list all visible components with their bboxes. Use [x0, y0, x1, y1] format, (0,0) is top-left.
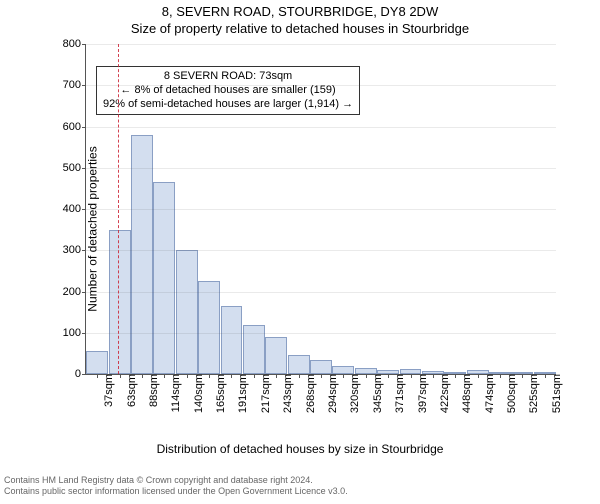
chart-container: Number of detached properties 8 SEVERN R… — [55, 44, 575, 414]
x-tick-mark — [411, 374, 412, 378]
gridline — [86, 333, 556, 334]
x-tick-label: 397sqm — [415, 374, 429, 413]
x-tick-mark — [231, 374, 232, 378]
gridline — [86, 250, 556, 251]
y-tick-label: 700 — [63, 79, 86, 91]
y-tick-label: 800 — [63, 38, 86, 50]
x-tick-mark — [299, 374, 300, 378]
x-tick-label: 500sqm — [504, 374, 518, 413]
x-tick-label: 268sqm — [303, 374, 317, 413]
page-title-line1: 8, SEVERN ROAD, STOURBRIDGE, DY8 2DW — [0, 4, 600, 19]
annotation-line3: 92% of semi-detached houses are larger (… — [103, 98, 353, 112]
x-tick-label: 140sqm — [191, 374, 205, 413]
x-tick-label: 551sqm — [549, 374, 563, 413]
x-tick-label: 371sqm — [392, 374, 406, 413]
histogram-bar — [221, 306, 243, 374]
x-tick-label: 422sqm — [437, 374, 451, 413]
x-tick-label: 320sqm — [347, 374, 361, 413]
x-tick-mark — [321, 374, 322, 378]
x-tick-mark — [254, 374, 255, 378]
x-tick-label: 474sqm — [482, 374, 496, 413]
histogram-bar — [109, 230, 131, 374]
x-tick-mark — [120, 374, 121, 378]
x-axis-title: Distribution of detached houses by size … — [0, 442, 600, 456]
x-tick-label: 345sqm — [370, 374, 384, 413]
histogram-bar — [288, 355, 310, 374]
x-tick-mark — [388, 374, 389, 378]
x-tick-mark — [187, 374, 188, 378]
histogram-bar — [131, 135, 153, 374]
annotation-box: 8 SEVERN ROAD: 73sqm ← 8% of detached ho… — [96, 66, 360, 115]
x-tick-mark — [366, 374, 367, 378]
x-tick-label: 63sqm — [124, 374, 138, 407]
x-tick-mark — [478, 374, 479, 378]
footer-line2: Contains public sector information licen… — [4, 486, 348, 497]
x-tick-mark — [276, 374, 277, 378]
y-tick-label: 400 — [63, 203, 86, 215]
y-tick-label: 100 — [63, 327, 86, 339]
x-tick-label: 294sqm — [325, 374, 339, 413]
gridline — [86, 44, 556, 45]
x-tick-mark — [97, 374, 98, 378]
plot-area: 8 SEVERN ROAD: 73sqm ← 8% of detached ho… — [85, 44, 556, 375]
x-tick-label: 243sqm — [280, 374, 294, 413]
gridline — [86, 168, 556, 169]
x-tick-mark — [522, 374, 523, 378]
x-tick-mark — [142, 374, 143, 378]
histogram-bar — [265, 337, 287, 374]
histogram-bar — [86, 351, 108, 374]
x-tick-label: 114sqm — [168, 374, 182, 412]
gridline — [86, 85, 556, 86]
x-tick-mark — [455, 374, 456, 378]
x-tick-label: 37sqm — [101, 374, 115, 407]
y-tick-label: 500 — [63, 162, 86, 174]
histogram-bar — [310, 360, 332, 374]
x-tick-mark — [164, 374, 165, 378]
x-tick-label: 88sqm — [146, 374, 160, 407]
y-tick-label: 200 — [63, 286, 86, 298]
x-tick-label: 217sqm — [258, 374, 272, 413]
gridline — [86, 127, 556, 128]
gridline — [86, 209, 556, 210]
x-tick-label: 165sqm — [213, 374, 227, 413]
reference-line — [118, 44, 119, 374]
histogram-bar — [332, 366, 354, 374]
histogram-bar — [198, 281, 220, 374]
page-title-line2: Size of property relative to detached ho… — [0, 21, 600, 36]
footer-line1: Contains HM Land Registry data © Crown c… — [4, 475, 348, 486]
x-tick-label: 525sqm — [526, 374, 540, 413]
x-tick-label: 448sqm — [459, 374, 473, 413]
y-tick-label: 600 — [63, 121, 86, 133]
histogram-bar — [176, 250, 198, 374]
histogram-bar — [153, 182, 175, 374]
x-tick-mark — [433, 374, 434, 378]
x-tick-mark — [500, 374, 501, 378]
x-tick-mark — [343, 374, 344, 378]
x-tick-mark — [209, 374, 210, 378]
y-tick-label: 300 — [63, 244, 86, 256]
x-tick-label: 191sqm — [235, 374, 249, 413]
y-tick-label: 0 — [75, 368, 86, 380]
x-tick-mark — [545, 374, 546, 378]
gridline — [86, 292, 556, 293]
footer-attribution: Contains HM Land Registry data © Crown c… — [4, 475, 348, 497]
annotation-line1: 8 SEVERN ROAD: 73sqm — [103, 70, 353, 84]
